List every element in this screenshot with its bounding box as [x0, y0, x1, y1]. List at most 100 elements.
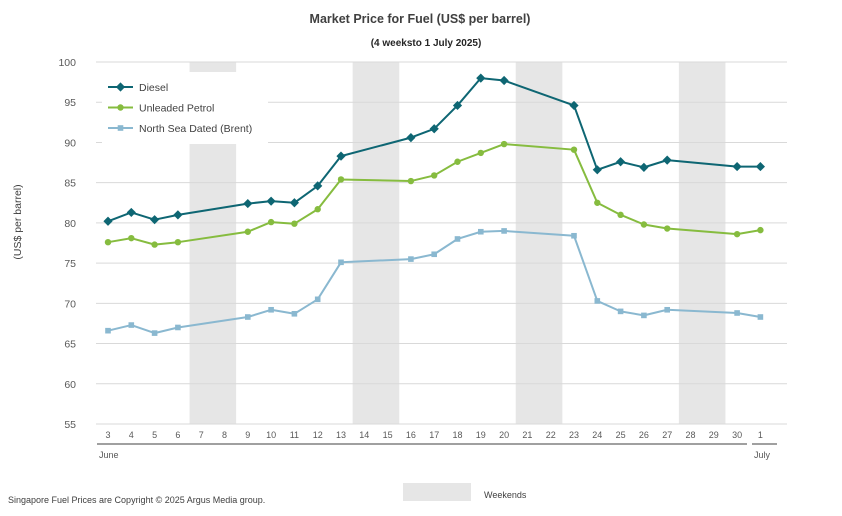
data-point [571, 232, 577, 239]
data-point [314, 206, 321, 213]
x-tick-label: 9 [245, 430, 250, 440]
data-point [243, 198, 253, 209]
y-tick-label: 55 [64, 419, 76, 431]
month-label: July [754, 450, 771, 460]
data-point [616, 157, 626, 167]
x-tick-label: 23 [569, 430, 579, 440]
series-north-sea-dated-brent [105, 228, 764, 336]
x-tick-label: 12 [313, 430, 323, 440]
y-axis-label: (US$ per barrel) [12, 184, 24, 259]
x-tick-label: 4 [129, 430, 134, 440]
data-point [151, 241, 158, 248]
chart-subtitle: (4 weeksto 1 July 2025) [371, 38, 482, 49]
data-point [407, 177, 415, 185]
data-point [104, 238, 112, 246]
data-point [289, 198, 299, 208]
chart-title: Market Price for Fuel (US$ per barrel) [310, 12, 531, 26]
data-point [734, 310, 740, 316]
x-axis: 3 4 5 6 7 8 9 10 11 12 13 14 15 16 17 18 19 20 21 22 23 24 25 2… [97, 430, 777, 460]
data-point [500, 140, 508, 148]
y-tick-label: 90 [64, 137, 76, 149]
data-point [757, 314, 764, 320]
data-point [594, 199, 601, 206]
y-tick-label: 95 [64, 97, 76, 109]
y-tick-label: 85 [64, 178, 76, 190]
x-tick-label: 3 [105, 430, 110, 440]
x-tick-label: 17 [429, 430, 439, 440]
data-point [478, 228, 484, 235]
weekend-legend-label: Weekends [484, 490, 527, 500]
legend: Diesel Unleaded Petrol North Sea Dated (Br… [102, 72, 268, 144]
data-point [268, 306, 274, 313]
y-axis-ticks: 55 60 65 70 75 80 85 90 95 100 [58, 57, 76, 431]
x-tick-label: 8 [222, 430, 227, 440]
y-tick-label: 65 [64, 339, 76, 351]
data-point [291, 310, 298, 317]
data-point [128, 322, 135, 328]
x-tick-label: 26 [639, 430, 649, 440]
x-tick-label: 6 [175, 430, 180, 440]
weekend-bands [189, 62, 726, 424]
data-point [569, 100, 579, 111]
data-point [267, 218, 275, 226]
data-point [150, 215, 160, 225]
data-point [431, 251, 437, 258]
data-point [174, 238, 182, 246]
x-tick-label: 10 [266, 430, 276, 440]
legend-marker [115, 82, 126, 92]
series-unleaded-petrol [104, 140, 764, 248]
data-point [337, 176, 345, 183]
data-point [431, 172, 438, 179]
y-tick-label: 60 [64, 379, 76, 391]
data-point [640, 221, 648, 228]
data-point [454, 236, 461, 242]
y-tick-label: 100 [58, 57, 76, 69]
series-diesel [103, 73, 765, 226]
data-point [732, 161, 742, 172]
data-point [594, 298, 601, 304]
data-point [338, 259, 344, 266]
data-point [126, 207, 136, 218]
x-tick-label: 13 [336, 430, 346, 440]
data-point [501, 228, 507, 234]
y-tick-label: 75 [64, 258, 76, 270]
data-point [105, 327, 111, 334]
data-point [755, 161, 765, 172]
legend-items: Diesel Unleaded Petrol North Sea Dated (Br… [108, 82, 252, 135]
x-tick-label: 19 [476, 430, 486, 440]
x-tick-label: 14 [359, 430, 369, 440]
x-tick-label: 1 [758, 430, 763, 440]
data-point [175, 324, 181, 331]
data-point [244, 228, 251, 235]
legend-label: Diesel [139, 82, 168, 94]
data-point [641, 312, 647, 319]
copyright-footer: Singapore Fuel Prices are Copyright © 20… [8, 495, 265, 505]
data-point [477, 149, 484, 157]
data-point [454, 158, 461, 165]
data-point [151, 330, 158, 336]
weekend-band [515, 62, 563, 424]
x-tick-label: 5 [152, 430, 157, 440]
weekend-band [352, 62, 400, 424]
data-point [664, 225, 671, 232]
data-point [757, 226, 764, 234]
x-tick-label: 22 [546, 430, 556, 440]
x-tick-label: 29 [709, 430, 719, 440]
x-tick-label: 20 [499, 430, 509, 440]
weekend-band [678, 62, 726, 424]
y-tick-label: 80 [64, 218, 76, 230]
x-tick-label: 25 [616, 430, 626, 440]
data-point [733, 230, 741, 238]
x-tick-label: 15 [383, 430, 393, 440]
month-label: June [99, 450, 119, 460]
data-point [291, 220, 298, 227]
data-point [313, 181, 323, 191]
data-point [662, 155, 672, 165]
weekend-legend-swatch [403, 483, 471, 501]
x-tick-label: 24 [592, 430, 602, 440]
x-tick-label: 7 [199, 430, 204, 440]
data-point [592, 165, 602, 175]
data-point [617, 308, 624, 315]
data-point [336, 151, 346, 161]
